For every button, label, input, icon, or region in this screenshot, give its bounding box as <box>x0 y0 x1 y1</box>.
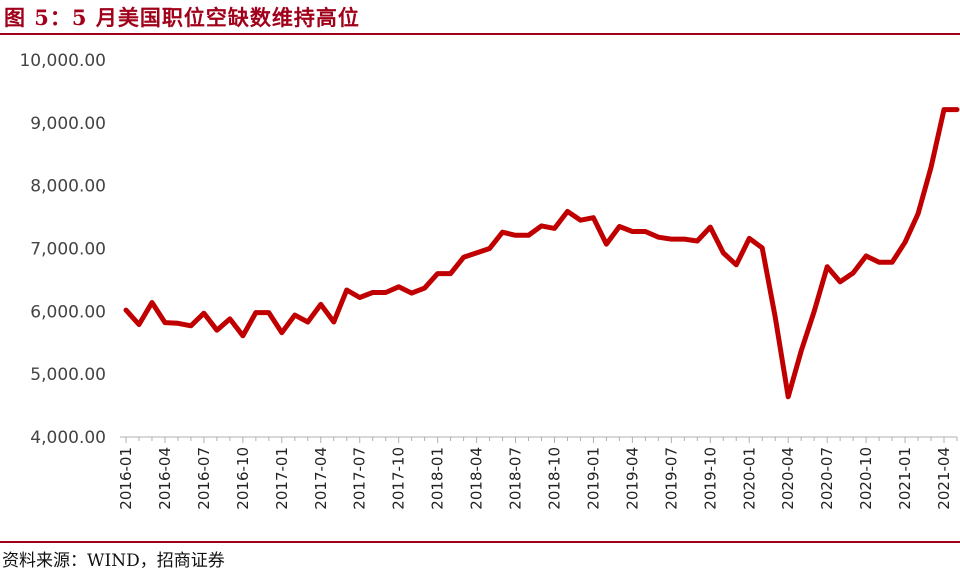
x-tick-label: 2020-07 <box>818 447 836 510</box>
source-note: 资料来源：WIND，招商证券 <box>2 551 225 571</box>
y-axis: 4,000.00 5,000.00 6,000.00 7,000.00 8,000.00… <box>19 51 106 448</box>
x-tick-label: 2018-10 <box>545 447 563 510</box>
x-tick-label: 2018-04 <box>468 447 486 510</box>
x-tick-label: 2016-04 <box>156 447 174 510</box>
title-divider <box>0 33 960 35</box>
x-tick-label: 2016-07 <box>195 447 213 510</box>
x-tick-label: 2018-01 <box>429 447 447 510</box>
x-tick-label: 2016-01 <box>117 447 135 510</box>
x-tick-label: 2017-10 <box>390 447 408 510</box>
x-axis: 2016-01 2016-04 2016-07 2016-10 2017-01 2017-… <box>117 436 958 510</box>
y-tick-label: 6,000.00 <box>30 302 106 322</box>
x-tick-label: 2021-01 <box>896 447 914 510</box>
series-layer <box>123 107 960 400</box>
x-tick-label: 2021-04 <box>935 447 953 510</box>
line-chart: 4,000.00 5,000.00 6,000.00 7,000.00 8,000.00… <box>19 51 960 510</box>
y-tick-label: 5,000.00 <box>30 365 106 385</box>
x-tick-label: 2019-01 <box>584 447 602 510</box>
series-line-0 <box>123 107 960 400</box>
x-tick-label: 2019-04 <box>623 447 641 510</box>
x-tick-label: 2019-07 <box>662 447 680 510</box>
x-tick-label: 2017-01 <box>273 447 291 510</box>
y-tick-label: 9,000.00 <box>30 114 106 134</box>
x-tick-label: 2020-10 <box>857 447 875 510</box>
footer-divider <box>0 541 960 543</box>
x-tick-label: 2020-04 <box>779 447 797 510</box>
chart-title: 图 5：5 月美国职位空缺数维持高位 <box>4 5 360 30</box>
x-tick-label: 2017-07 <box>351 447 369 510</box>
x-tick-label: 2019-10 <box>701 447 719 510</box>
y-tick-label: 7,000.00 <box>30 240 106 260</box>
y-tick-label: 8,000.00 <box>30 177 106 197</box>
y-tick-label: 10,000.00 <box>19 51 106 71</box>
x-tick-label: 2018-07 <box>507 447 525 510</box>
y-tick-label: 4,000.00 <box>30 428 106 448</box>
x-tick-label: 2020-01 <box>740 447 758 510</box>
x-tick-label: 2017-04 <box>312 447 330 510</box>
x-tick-label: 2016-10 <box>234 447 252 510</box>
